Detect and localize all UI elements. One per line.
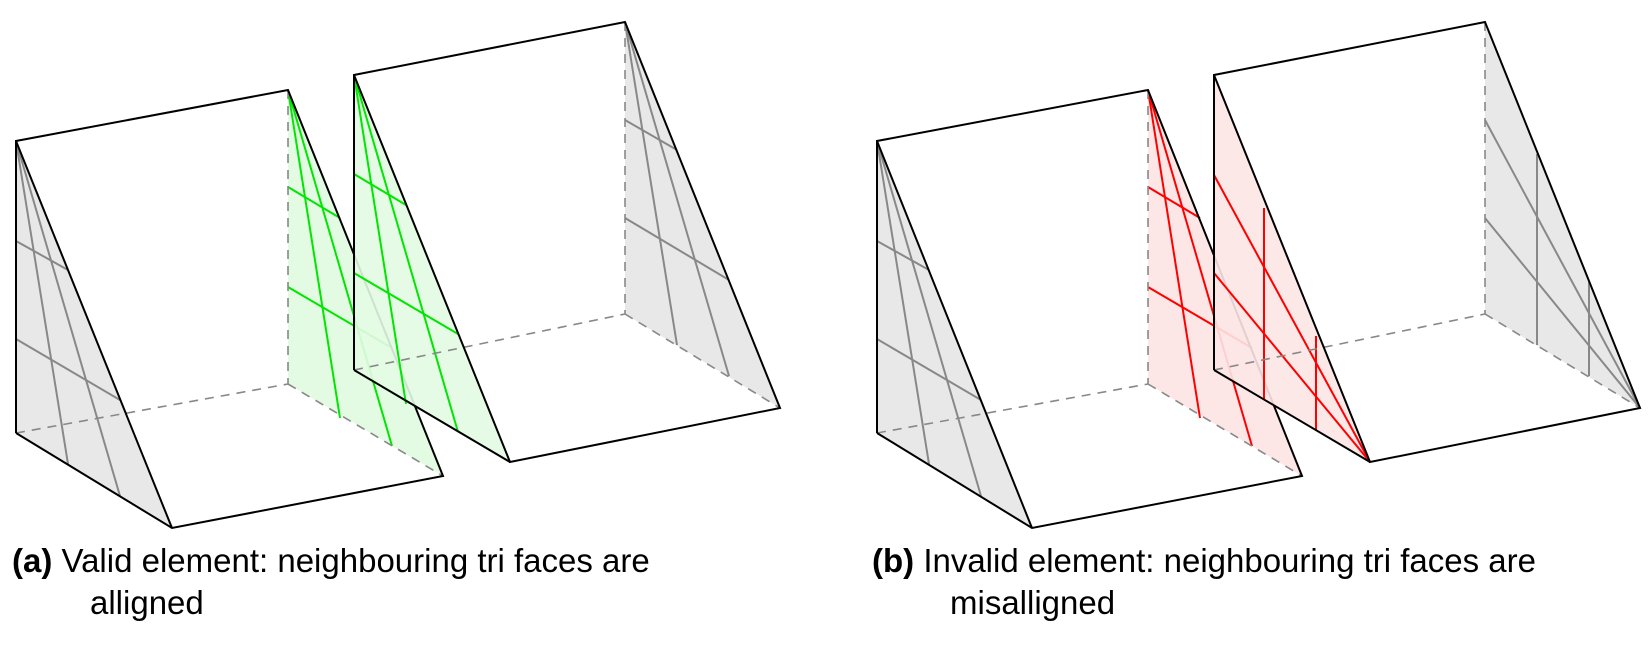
panel-a-diagram bbox=[15, 20, 782, 530]
caption-b-text-line1: Invalid element: neighbouring tri faces … bbox=[923, 542, 1537, 579]
panel-b-right-prism bbox=[1213, 20, 1642, 464]
caption-b-label: (b) bbox=[872, 542, 915, 579]
panel-a-right-prism bbox=[353, 20, 782, 464]
caption-a: (a) Valid element: neighbouring tri face… bbox=[12, 540, 812, 624]
caption-a-label: (a) bbox=[12, 542, 53, 579]
caption-b-text-line2: misalligned bbox=[950, 584, 1116, 621]
caption-a-text-line2: alligned bbox=[90, 584, 204, 621]
panel-b-diagram bbox=[876, 20, 1642, 530]
caption-a-text-line1: Valid element: neighbouring tri faces ar… bbox=[61, 542, 650, 579]
caption-b: (b) Invalid element: neighbouring tri fa… bbox=[872, 540, 1651, 624]
